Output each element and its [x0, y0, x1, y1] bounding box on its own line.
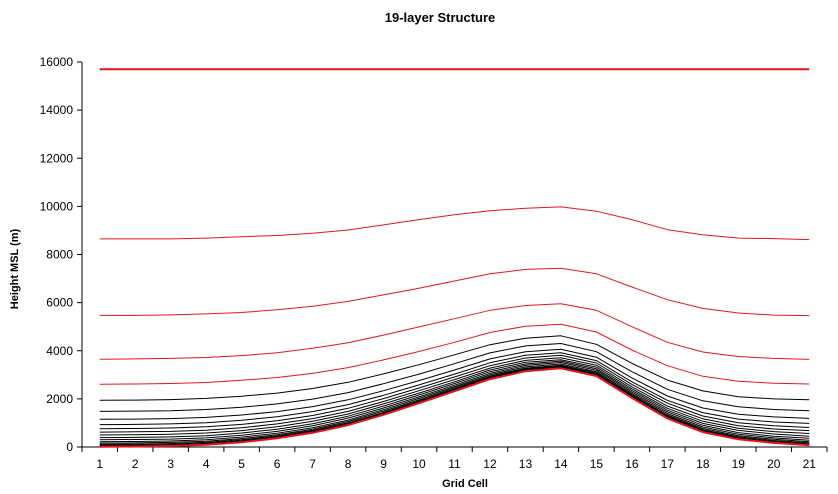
y-tick-label: 2000	[46, 392, 73, 406]
x-tick-label: 11	[448, 457, 461, 471]
x-tick-label: 12	[483, 457, 497, 471]
x-tick-label: 3	[167, 457, 174, 471]
x-tick-label: 19	[732, 457, 746, 471]
y-tick-label: 4000	[46, 344, 73, 358]
y-tick-label: 8000	[46, 248, 73, 262]
x-tick-label: 13	[519, 457, 533, 471]
series-line-20	[99, 367, 810, 448]
y-tick-label: 16000	[40, 55, 74, 69]
series-line-14	[99, 362, 810, 441]
series-line-15	[99, 363, 810, 443]
series-line-3	[99, 267, 810, 317]
x-tick-label: 17	[661, 457, 675, 471]
x-tick-label: 7	[309, 457, 316, 471]
x-tick-label: 2	[132, 457, 139, 471]
chart-title: 19-layer Structure	[385, 10, 496, 25]
series-group	[99, 68, 810, 448]
series-line-9	[99, 352, 810, 426]
x-tick-label: 18	[696, 457, 710, 471]
series-line-11	[99, 357, 810, 433]
x-tick-label: 16	[625, 457, 639, 471]
series-line-8	[99, 348, 810, 420]
series-line-10	[99, 354, 810, 430]
axes	[77, 61, 828, 452]
x-tick-label: 20	[767, 457, 781, 471]
x-tick-label: 8	[345, 457, 352, 471]
x-tick-label: 6	[274, 457, 281, 471]
series-line-13	[99, 360, 810, 439]
series-line-5	[99, 323, 810, 385]
series-line-4	[99, 303, 810, 360]
series-line-7	[99, 343, 810, 412]
series-line-16	[99, 364, 810, 444]
x-tick-label: 1	[96, 457, 103, 471]
x-tick-label: 5	[238, 457, 245, 471]
y-tick-label: 0	[66, 440, 73, 454]
y-tick-label: 10000	[40, 199, 74, 213]
series-line-12	[99, 359, 810, 436]
series-line-6	[99, 335, 810, 401]
y-tick-label: 14000	[40, 103, 74, 117]
series-line-18	[99, 366, 810, 446]
x-tick-label: 21	[803, 457, 817, 471]
x-tick-label: 10	[412, 457, 426, 471]
x-tick-label: 4	[203, 457, 210, 471]
series-line-2	[99, 206, 810, 241]
x-tick-label: 9	[380, 457, 387, 471]
series-line-17	[99, 365, 810, 445]
y-tick-label: 6000	[46, 296, 73, 310]
y-axis-label: Height MSL (m)	[9, 228, 21, 309]
x-axis-label: Grid Cell	[442, 478, 488, 490]
y-tick-label: 12000	[40, 151, 74, 165]
x-tick-label: 14	[554, 457, 568, 471]
x-tick-label: 15	[590, 457, 604, 471]
